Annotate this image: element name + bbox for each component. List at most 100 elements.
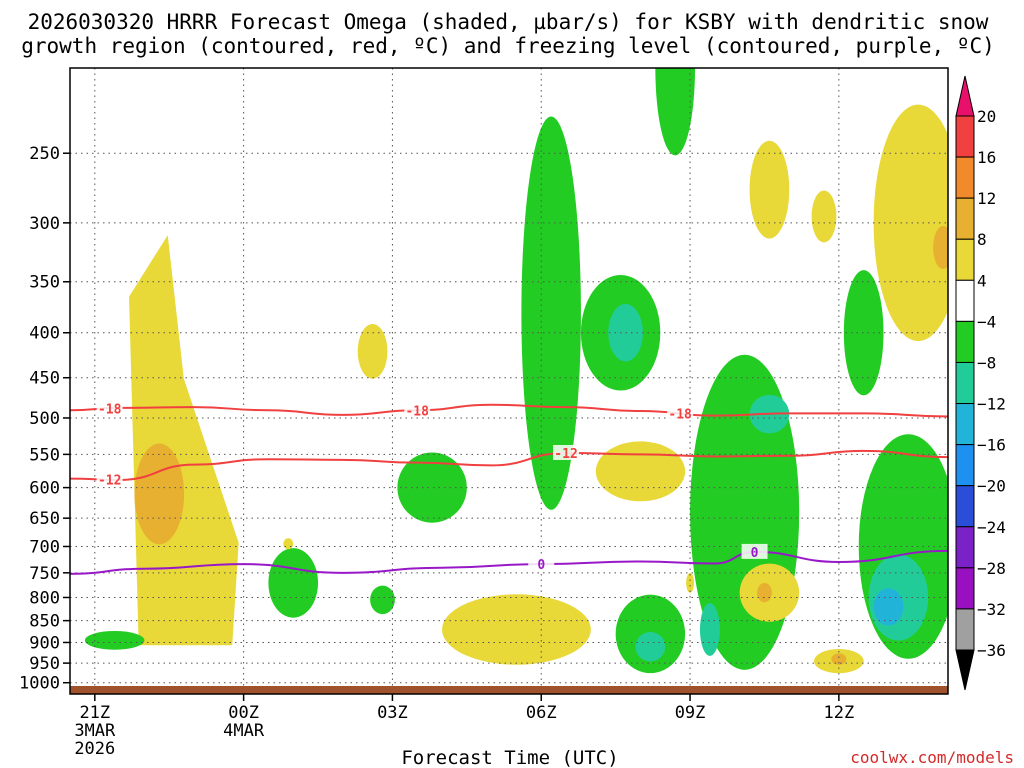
y-tick-label-350: 350 <box>29 273 60 293</box>
x-tick-label-09Z: 09Z <box>675 703 706 723</box>
omega-region-R19 <box>397 452 467 523</box>
omega-region-R7 <box>749 140 790 239</box>
colorbar-swatch-9 <box>955 485 975 528</box>
dgz-contour-minus18 <box>70 403 948 418</box>
colorbar-top-arrow <box>955 75 975 117</box>
x-tick-label-12Z: 12Z <box>824 703 855 723</box>
plot-frame <box>69 67 949 695</box>
x-axis-label: Forecast Time (UTC) <box>401 747 618 768</box>
y-axis-ticks: 2503003504004505005506006507007508008509… <box>19 144 70 694</box>
colorbar-swatch-2 <box>955 197 975 240</box>
y-tick-label-400: 400 <box>29 324 60 344</box>
dgz-contour-minus12-label-bg <box>553 444 580 460</box>
omega-region-R17 <box>873 588 904 626</box>
colorbar-swatch-4 <box>955 279 975 322</box>
omega-region-R28 <box>831 653 847 665</box>
omega-region-R22 <box>442 594 591 665</box>
y-tick-label-950: 950 <box>29 654 60 674</box>
y-tick-label-500: 500 <box>29 409 60 429</box>
ground-surface-band <box>70 686 948 694</box>
chart-title-line-1: 2026030320 HRRR Forecast Omega (shaded, … <box>28 10 989 34</box>
colorbar-label-1: 16 <box>977 148 996 167</box>
dgz-contour-minus18-label-bg <box>404 402 431 418</box>
colorbar-label-5: −4 <box>977 312 996 331</box>
colorbar-swatch-6 <box>955 361 975 405</box>
credit-text: coolwx.com/models <box>850 748 1014 767</box>
omega-region-R30 <box>370 585 395 615</box>
omega-region-R21 <box>268 548 319 618</box>
colorbar-swatch-5 <box>955 320 975 363</box>
colorbar-swatch-11 <box>955 567 975 610</box>
chart-title-line-2: growth region (contoured, red, ºC) and f… <box>21 34 995 58</box>
freezing-level-contour-label-bg <box>741 543 768 559</box>
colorbar-swatch-0 <box>955 115 975 158</box>
colorbar-bottom-arrow <box>955 649 975 691</box>
omega-region-R8 <box>811 190 837 243</box>
x-tick-label-21Z: 21Z <box>79 703 110 723</box>
freezing-level-contour-label-bg <box>528 556 555 572</box>
omega-region-R11 <box>933 226 948 270</box>
dgz-contour-minus18-label: -18 <box>668 408 692 423</box>
colorbar-swatch-1 <box>955 156 975 199</box>
y-tick-label-850: 850 <box>29 612 60 632</box>
colorbar-label-11: −28 <box>977 559 1006 578</box>
freezing-level-contour-label: 0 <box>537 558 545 573</box>
colorbar-swatch-12 <box>955 608 975 651</box>
colorbar-label-3: 8 <box>977 230 987 249</box>
dgz-contour-minus12-label: -12 <box>98 474 121 489</box>
colorbar-label-8: −16 <box>977 436 1006 455</box>
colorbar-label-2: 12 <box>977 189 996 208</box>
omega-region-R9 <box>843 270 884 396</box>
colorbar-label-10: −24 <box>977 518 1006 537</box>
colorbar-label-9: −20 <box>977 477 1006 496</box>
x-tick-date-00Z: 4MAR <box>223 721 265 741</box>
colorbar-label-0: 20 <box>977 107 996 126</box>
y-tick-label-550: 550 <box>29 445 60 465</box>
dgz-contour-minus18-label: -18 <box>405 404 429 419</box>
y-tick-label-250: 250 <box>29 144 60 164</box>
colorbar-label-4: 4 <box>977 271 987 290</box>
dgz-contour-minus18-label-bg <box>667 405 694 421</box>
y-tick-label-900: 900 <box>29 633 60 653</box>
omega-region-R26 <box>757 583 772 603</box>
x-tick-label-03Z: 03Z <box>377 703 408 723</box>
dgz-contour-minus12-label: -12 <box>554 447 577 462</box>
colorbar-swatch-7 <box>955 403 975 446</box>
colorbar-label-7: −12 <box>977 395 1006 414</box>
y-tick-label-650: 650 <box>29 509 60 529</box>
omega-region-R1 <box>129 235 239 646</box>
omega-region-R31 <box>686 572 695 593</box>
y-tick-label-800: 800 <box>29 588 60 608</box>
omega-region-R2 <box>134 443 185 545</box>
x-tick-label-06Z: 06Z <box>526 703 557 723</box>
colorbar-swatch-10 <box>955 526 975 569</box>
dgz-contour-minus12-label-bg <box>96 471 123 487</box>
temperature-contours: -18 -18 -18 -12 -12 0 0 <box>70 400 948 575</box>
x-tick-date-21Z: 3MAR <box>74 721 116 741</box>
colorbar-swatch-8 <box>955 444 975 487</box>
colorbar: 20 16 12 8 4 −4 −8 −12 −16 −20 −24 −28 −32 −36 <box>955 75 1006 691</box>
omega-region-R14 <box>699 603 720 656</box>
gridlines <box>70 68 948 694</box>
omega-region-R6 <box>655 68 696 156</box>
x-tick-label-00Z: 00Z <box>228 703 259 723</box>
y-tick-label-300: 300 <box>29 214 60 234</box>
omega-region-R18 <box>595 441 686 502</box>
omega-region-R32 <box>283 538 294 550</box>
omega-region-R3 <box>521 116 581 510</box>
dgz-contour-minus18-label: -18 <box>98 402 122 417</box>
omega-region-R20 <box>357 324 388 379</box>
freezing-level-contour-label: 0 <box>751 546 759 561</box>
colorbar-swatch-3 <box>955 238 975 281</box>
omega-region-R29 <box>84 630 145 650</box>
dgz-contour-minus12 <box>70 449 948 481</box>
y-tick-label-750: 750 <box>29 564 60 584</box>
y-tick-label-450: 450 <box>29 369 60 389</box>
y-tick-label-600: 600 <box>29 479 60 499</box>
y-tick-label-1000: 1000 <box>19 674 60 694</box>
dgz-contour-minus18-label-bg <box>96 400 123 416</box>
colorbar-label-6: −8 <box>977 353 996 372</box>
colorbar-label-12: −32 <box>977 600 1006 619</box>
